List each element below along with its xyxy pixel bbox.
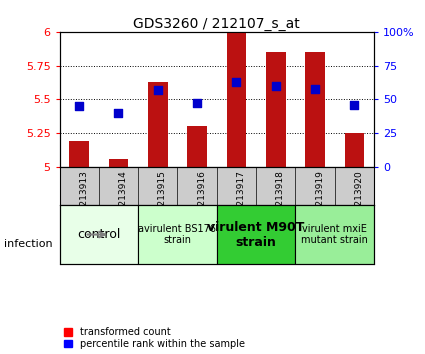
Text: GSM213914: GSM213914: [119, 170, 128, 224]
Text: avirulent BS176
strain: avirulent BS176 strain: [139, 224, 216, 245]
Bar: [266, 52, 286, 167]
Text: control: control: [77, 228, 121, 241]
Point: [312, 86, 318, 91]
Bar: [148, 82, 167, 167]
Point: [194, 101, 201, 106]
Point: [272, 83, 279, 88]
Bar: [138, 205, 217, 264]
Bar: [295, 205, 374, 264]
Bar: [345, 133, 364, 167]
Text: GSM213915: GSM213915: [158, 170, 167, 225]
Bar: [305, 52, 325, 167]
Point: [233, 79, 240, 85]
Point: [76, 103, 82, 109]
Text: virulent M90T
strain: virulent M90T strain: [207, 221, 305, 249]
Text: GSM213916: GSM213916: [197, 170, 206, 225]
Text: virulent mxiE
mutant strain: virulent mxiE mutant strain: [301, 224, 368, 245]
Bar: [69, 141, 89, 167]
Point: [115, 110, 122, 116]
Title: GDS3260 / 212107_s_at: GDS3260 / 212107_s_at: [133, 17, 300, 31]
Text: infection: infection: [4, 239, 57, 249]
Text: GSM213918: GSM213918: [276, 170, 285, 225]
Point: [351, 102, 358, 108]
Text: GSM213913: GSM213913: [79, 170, 88, 225]
Text: GSM213920: GSM213920: [354, 170, 363, 224]
Bar: [109, 159, 128, 167]
Text: GSM213919: GSM213919: [315, 170, 324, 225]
Bar: [187, 126, 207, 167]
Bar: [217, 205, 295, 264]
Bar: [60, 205, 138, 264]
Bar: [227, 32, 246, 167]
Legend: transformed count, percentile rank within the sample: transformed count, percentile rank withi…: [64, 327, 245, 349]
Text: GSM213917: GSM213917: [236, 170, 245, 225]
Point: [154, 87, 161, 93]
